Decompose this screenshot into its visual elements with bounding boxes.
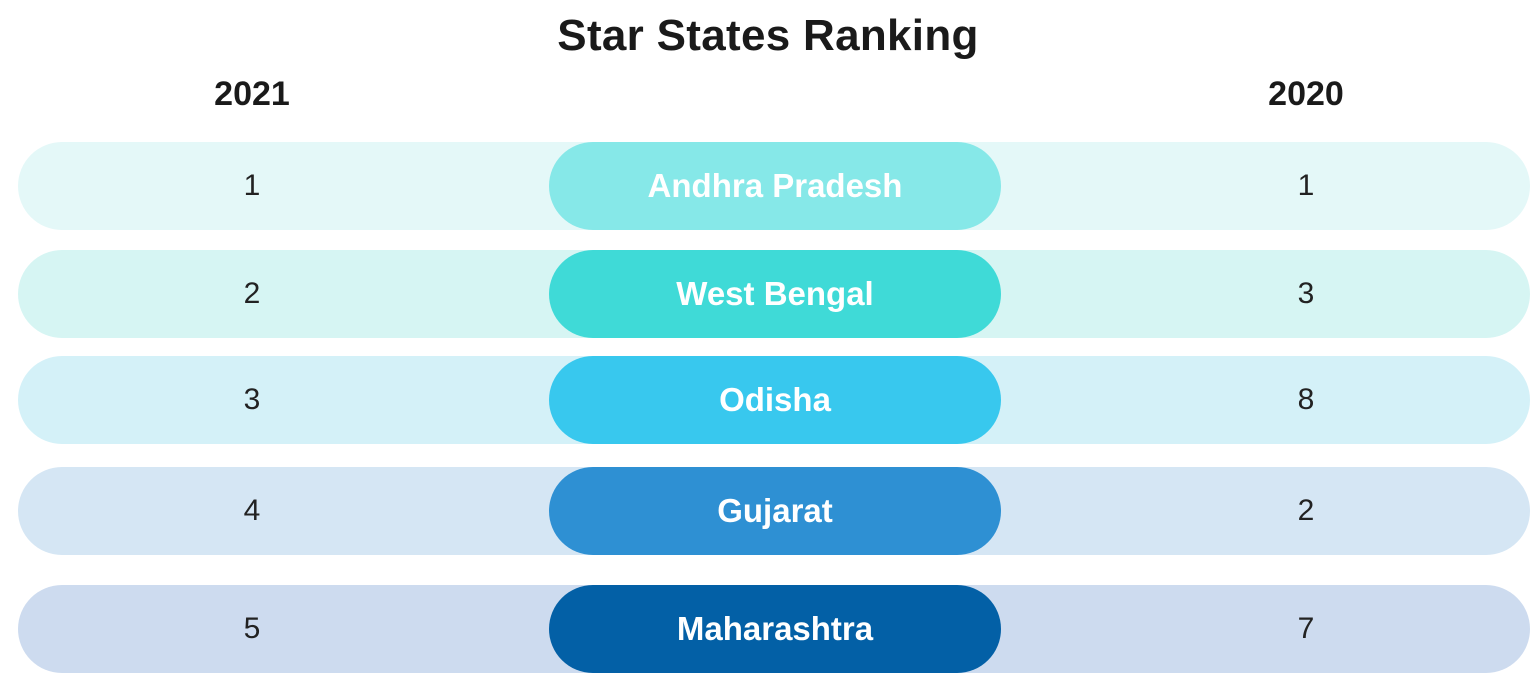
rank-2021: 5 [243, 612, 261, 645]
column-header-2021: 2021 [214, 75, 290, 113]
ranking-row: 3 Odisha 8 [18, 356, 1530, 444]
state-name-pill: Andhra Pradesh [549, 142, 1001, 230]
state-name-pill: Maharashtra [549, 585, 1001, 673]
rank-2021: 1 [243, 169, 261, 202]
ranking-row: 4 Gujarat 2 [18, 467, 1530, 555]
chart-title: Star States Ranking [557, 11, 979, 60]
ranking-row: 2 West Bengal 3 [18, 250, 1530, 338]
state-name-pill: Gujarat [549, 467, 1001, 555]
rank-2020: 1 [1297, 169, 1315, 202]
ranking-row: 1 Andhra Pradesh 1 [18, 142, 1530, 230]
state-name-pill: West Bengal [549, 250, 1001, 338]
ranking-row: 5 Maharashtra 7 [18, 585, 1530, 673]
rank-2020: 8 [1297, 383, 1315, 416]
rank-2020: 2 [1297, 494, 1315, 527]
column-header-2020: 2020 [1268, 75, 1344, 113]
rank-2020: 3 [1297, 277, 1315, 310]
rank-2021: 4 [243, 494, 261, 527]
rank-2020: 7 [1297, 612, 1315, 645]
rank-2021: 3 [243, 383, 261, 416]
rank-2021: 2 [243, 277, 261, 310]
state-name-pill: Odisha [549, 356, 1001, 444]
